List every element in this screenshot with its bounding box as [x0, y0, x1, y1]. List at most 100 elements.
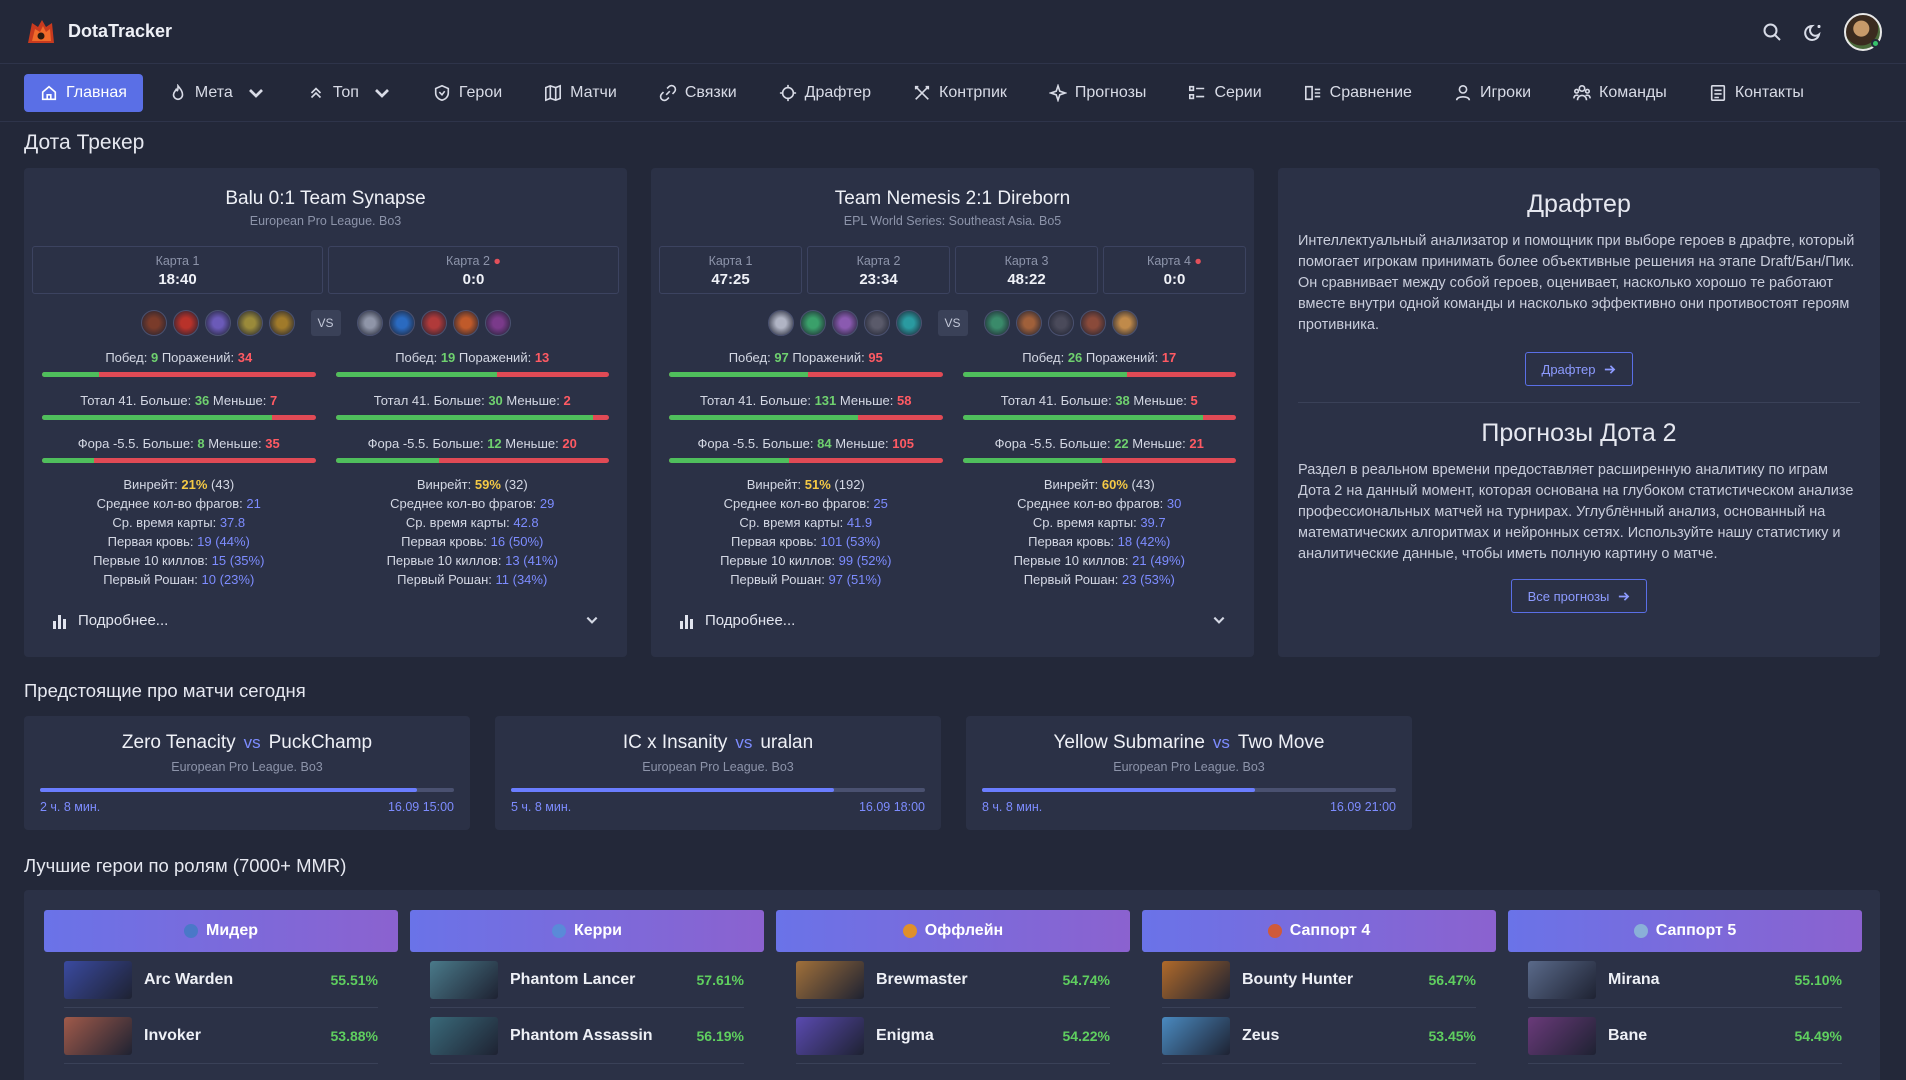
nav-item-4[interactable]: Матчи: [528, 74, 633, 112]
upcoming-match-card[interactable]: Yellow Submarine vs Two Move European Pro …: [966, 716, 1412, 830]
upcoming-match-card[interactable]: IC x Insanity vs uralan European Pro Leagu…: [495, 716, 941, 830]
map-tab[interactable]: Карта 4 ● 0:0: [1103, 246, 1246, 294]
match-title[interactable]: Balu 0:1 Team Synapse: [225, 188, 426, 209]
user-icon: [1455, 84, 1471, 100]
hero-portrait-icon[interactable]: [140, 310, 167, 336]
hero-row[interactable]: Enigma 54.22%: [796, 1008, 1110, 1064]
hero-portrait-icon[interactable]: [767, 310, 794, 336]
map-tab[interactable]: Карта 1 47:25: [659, 246, 802, 294]
nav-item-9[interactable]: Серии: [1172, 74, 1277, 112]
nav-item-10[interactable]: Сравнение: [1288, 74, 1428, 112]
nav-item-2[interactable]: Топ: [291, 74, 407, 112]
hero-portrait-icon[interactable]: [895, 310, 922, 336]
hero-row[interactable]: Bounty Hunter 56.47%: [1162, 952, 1476, 1008]
nav-item-label: Матчи: [570, 83, 617, 101]
hero-row[interactable]: Bane 54.49%: [1528, 1008, 1842, 1064]
hero-portrait-icon[interactable]: [983, 310, 1010, 336]
all-forecasts-button[interactable]: Все прогнозы: [1510, 579, 1648, 613]
chevron-down-icon[interactable]: [585, 613, 599, 627]
first-blood-line: Первая кровь: 16 (50%): [401, 534, 544, 549]
map-tab[interactable]: Карта 2 23:34: [807, 246, 950, 294]
first-blood-line: Первая кровь: 18 (42%): [1028, 534, 1171, 549]
drafter-button[interactable]: Драфтер: [1524, 352, 1634, 386]
role-column: Саппорт 5 Mirana 55.10% Bane 54.49%: [1508, 910, 1862, 1064]
more-details-button[interactable]: Подробнее...: [52, 612, 168, 629]
role-name: Мидер: [206, 922, 258, 939]
total-line: Тотал 41. Больше: 131 Меньше: 58: [700, 393, 912, 408]
nav-item-0[interactable]: Главная: [24, 73, 143, 112]
hero-portrait-icon[interactable]: [1111, 310, 1138, 336]
hero-portrait-icon[interactable]: [204, 310, 231, 336]
hero-portrait-icon[interactable]: [452, 310, 479, 336]
hero-portrait-icon[interactable]: [831, 310, 858, 336]
compare-icon: [1304, 85, 1320, 100]
hero-portrait-icon[interactable]: [356, 310, 383, 336]
nav-item-13[interactable]: Контакты: [1693, 74, 1820, 112]
nav-item-6[interactable]: Драфтер: [763, 74, 887, 112]
hero-winrate: 55.10%: [1794, 971, 1842, 988]
hero-portrait-icon[interactable]: [420, 310, 447, 336]
map-label: Карта 2: [446, 254, 490, 268]
role-header[interactable]: Керри: [410, 910, 764, 952]
forecast-description: Раздел в реальном времени предоставляет …: [1298, 462, 1854, 562]
nav-item-label: Контакты: [1734, 83, 1804, 101]
hero-portrait-icon[interactable]: [863, 310, 890, 336]
nav-item-7[interactable]: Контрпик: [897, 74, 1023, 112]
heroes-row: VS: [24, 308, 627, 338]
fora-line: Фора -5.5. Больше: 84 Меньше: 105: [697, 436, 914, 451]
hero-portrait-icon[interactable]: [1015, 310, 1042, 336]
role-header[interactable]: Мидер: [44, 910, 398, 952]
hero-row[interactable]: Brewmaster 54.74%: [796, 952, 1110, 1008]
hero-row[interactable]: Phantom Assassin 56.19%: [430, 1008, 744, 1064]
role-header[interactable]: Саппорт 5: [1508, 910, 1862, 952]
nav-item-8[interactable]: Прогнозы: [1033, 74, 1163, 112]
hero-portrait-icon[interactable]: [484, 310, 511, 336]
map-label: Карта 3: [1004, 254, 1049, 268]
map-tab[interactable]: Карта 2 ● 0:0: [328, 246, 619, 294]
role-header[interactable]: Оффлейн: [776, 910, 1130, 952]
hero-row[interactable]: Zeus 53.45%: [1162, 1008, 1476, 1064]
match-title[interactable]: Team Nemesis 2:1 Direborn: [834, 188, 1071, 209]
shield-icon: [434, 84, 450, 101]
nav-item-11[interactable]: Игроки: [1438, 74, 1547, 112]
hero-portrait-icon[interactable]: [799, 310, 826, 336]
nav-item-12[interactable]: Команды: [1557, 74, 1683, 112]
dark-mode-toggle-icon[interactable]: [1802, 20, 1826, 44]
hero-portrait-icon[interactable]: [172, 310, 199, 336]
map-time: 18:40: [158, 271, 197, 288]
hero-name: Zeus: [1242, 1026, 1280, 1044]
first-10-kills-line: Первые 10 киллов: 15 (35%): [93, 553, 265, 568]
upcoming-match-card[interactable]: Zero Tenacity vs PuckChamp European Pro Le…: [24, 716, 470, 830]
team-1-name: Zero Tenacity: [121, 732, 236, 753]
chevron-down-icon[interactable]: [1212, 613, 1226, 627]
hero-portrait-icon[interactable]: [1079, 310, 1106, 336]
app-logo[interactable]: DotaTracker: [24, 17, 172, 47]
hero-portrait-icon[interactable]: [1047, 310, 1074, 336]
search-icon[interactable]: [1760, 20, 1784, 44]
hero-row[interactable]: Phantom Lancer 57.61%: [430, 952, 744, 1008]
nav-item-5[interactable]: Связки: [643, 74, 753, 112]
frags-line: Среднее кол-во фрагов: 21: [96, 496, 261, 511]
hero-row[interactable]: Invoker 53.88%: [64, 1008, 378, 1064]
hero-name: Mirana: [1608, 970, 1660, 988]
nav-item-3[interactable]: Герои: [417, 74, 518, 112]
map-time-line: Ср. время карты: 39.7: [1032, 515, 1166, 530]
more-details-button[interactable]: Подробнее...: [679, 612, 795, 629]
live-dot-icon: ●: [493, 254, 501, 268]
hero-image: [1162, 960, 1230, 999]
team-stats-column: Побед: 9 Поражений: 34 Тотал 41. Больше:…: [32, 350, 326, 589]
hero-portrait-icon[interactable]: [268, 310, 295, 336]
bar-chart-icon: [680, 614, 693, 629]
map-tab[interactable]: Карта 3 48:22: [955, 246, 1098, 294]
hero-portrait-icon[interactable]: [388, 310, 415, 336]
hero-portrait-icon[interactable]: [236, 310, 263, 336]
user-avatar[interactable]: [1844, 12, 1882, 51]
hero-row[interactable]: Arc Warden 55.51%: [64, 952, 378, 1008]
map-tab[interactable]: Карта 1 18:40: [32, 246, 323, 294]
hero-name: Phantom Assassin: [510, 1026, 653, 1044]
role-header[interactable]: Саппорт 4: [1142, 910, 1496, 952]
nav-item-1[interactable]: Мета: [153, 74, 281, 112]
maps-row: Карта 1 18:40 Карта 2 ● 0:0: [32, 246, 619, 294]
hero-row[interactable]: Mirana 55.10%: [1528, 952, 1842, 1008]
frags-line: Среднее кол-во фрагов: 29: [390, 496, 555, 511]
